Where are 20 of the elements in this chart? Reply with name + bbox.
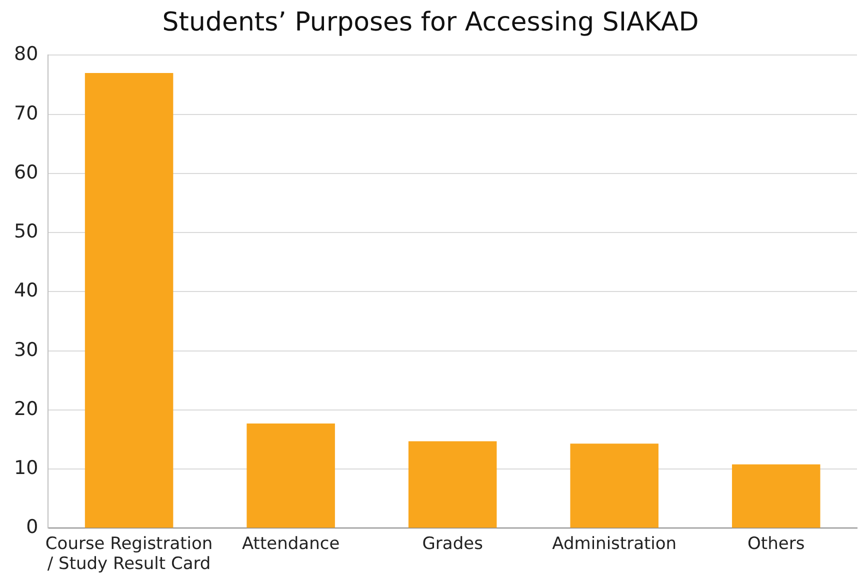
y-tick-label: 30: [14, 338, 38, 361]
y-tick-label: 10: [14, 457, 38, 480]
bar: [408, 441, 497, 528]
x-tick-label: Administration: [552, 534, 677, 554]
x-tick-label: Attendance: [242, 534, 340, 554]
y-tick-label: 40: [14, 280, 38, 302]
y-tick-label: 50: [14, 220, 38, 243]
y-tick-label: 0: [26, 516, 38, 538]
bar: [246, 424, 335, 528]
chart-title: Students’ Purposes for Accessing SIAKAD: [162, 7, 699, 38]
y-tick-label: 70: [14, 102, 38, 124]
bar: [84, 72, 174, 528]
x-tick-label: Course Registration / Study Result Card: [45, 534, 213, 574]
y-tick-label: 80: [14, 43, 38, 66]
x-tick-label: Others: [748, 534, 805, 554]
bar: [570, 444, 658, 528]
y-tick-label: 60: [14, 161, 38, 184]
y-tick-label: 20: [14, 398, 38, 420]
x-tick-label: Grades: [422, 534, 484, 554]
bar: [732, 464, 820, 528]
